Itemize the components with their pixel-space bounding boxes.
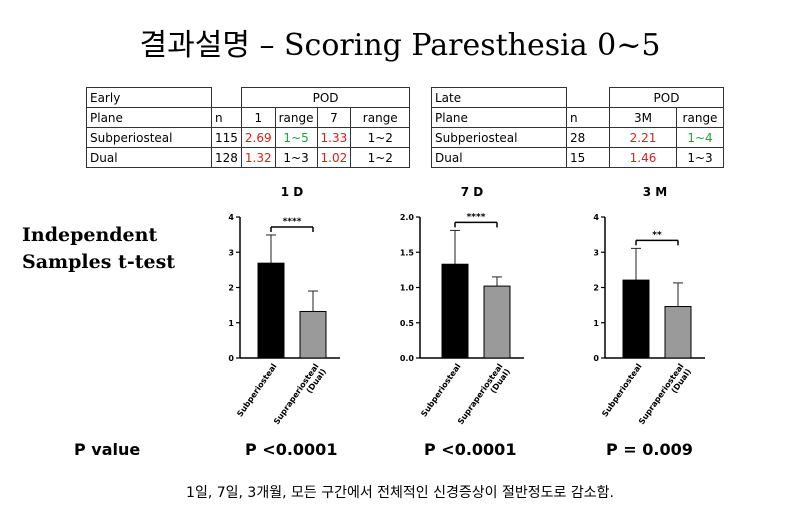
cell-n: 28 [566,127,610,148]
y-tick-label: 2 [593,284,599,293]
cell-plane: Subperiosteal [86,127,212,148]
table-row: Dual 128 1.32 1~3 1.02 1~2 [86,147,411,168]
y-tick-label: 2.0 [400,213,415,222]
cell-range: 1~3 [274,147,318,168]
test-method-label: Independent Samples t-test [22,222,175,276]
chart-title: 3 M [643,185,667,199]
cell-range: 1~5 [274,127,318,148]
bar [441,263,469,359]
early-results-table: Early POD Plane n 1 range 7 range Subper… [86,87,411,168]
x-tick-label: Subperiosteal [235,362,278,419]
y-tick-label: 1 [593,319,599,328]
test-method-line: Independent [22,224,158,246]
chart-3: 3 M 0 1 2 3 4 SubperiostealSupraperiosteal(Dua… [593,185,705,432]
bar [622,279,650,359]
y-tick-label: 4 [593,213,599,222]
y-tick-label: 0 [593,354,599,363]
y-tick-label: 0 [228,354,234,363]
chart-1: 1 D 0 1 2 3 4 SubperiostealSupraperiosteal(Dua… [228,185,340,432]
cell-plane: Dual [86,147,212,168]
y-tick-label: 3 [593,248,599,257]
bar [257,262,285,359]
y-tick-label: 0.5 [400,319,415,328]
p-value-label: P value [74,440,141,459]
cell-value: 1.32 [240,147,276,168]
y-tick-label: 1.0 [400,284,415,293]
chart-title: 1 D [281,185,304,199]
cell-range: 1~2 [350,147,411,168]
p-value-7d: P <0.0001 [424,440,517,459]
table-row: Subperiosteal 115 2.69 1~5 1.33 1~2 [86,127,411,148]
significance-stars: **** [467,212,486,222]
cell-range: 1~3 [676,147,724,168]
cell-n: 15 [566,147,610,168]
x-tick-label: Supraperiosteal(Dual) [272,362,328,432]
conclusion-text: 1일, 7일, 3개월, 모든 구간에서 전체적인 신경증상이 절반정도로 감소… [186,485,614,501]
y-tick-label: 3 [228,248,234,257]
cell-value: 1.33 [316,127,352,148]
significance-stars: **** [283,217,302,227]
column-header: 3M [609,107,677,128]
test-method-line: Samples t-test [22,251,176,273]
y-tick-label: 1.5 [400,248,415,257]
y-tick-label: 4 [228,213,234,222]
y-tick-label: 1 [228,319,234,328]
bar [664,306,692,359]
chart-2: 7 D 0.0 0.5 1.0 1.5 2.0 SubperiostealSupraperi… [400,185,524,432]
cell-n: 128 [211,147,242,168]
bar [299,310,327,359]
p-value-1d: P <0.0001 [245,440,338,459]
x-tick-label: Supraperiosteal(Dual) [637,362,693,432]
p-value-3m: P = 0.009 [606,440,693,459]
x-tick-label: Subperiosteal [419,362,462,419]
chart-title: 7 D [461,185,484,199]
y-tick-label: 2 [228,284,234,293]
x-tick-label: Supraperiosteal(Dual) [456,362,512,432]
significance-stars: ** [652,230,662,240]
bar [483,285,511,359]
slide-title: 결과설명 – Scoring Paresthesia 0~5 [139,28,661,63]
late-results-table: Late POD Plane n 3M range Subperiosteal … [431,87,724,168]
cell-plane: Dual [431,147,567,168]
cell-value: 1.46 [609,147,677,168]
table-row: Dual 15 1.46 1~3 [431,147,724,168]
y-tick-label: 0.0 [400,354,415,363]
x-tick-label: Subperiosteal [600,362,643,419]
table-row: Subperiosteal 28 2.21 1~4 [431,127,724,148]
cell-n: 115 [211,127,242,148]
